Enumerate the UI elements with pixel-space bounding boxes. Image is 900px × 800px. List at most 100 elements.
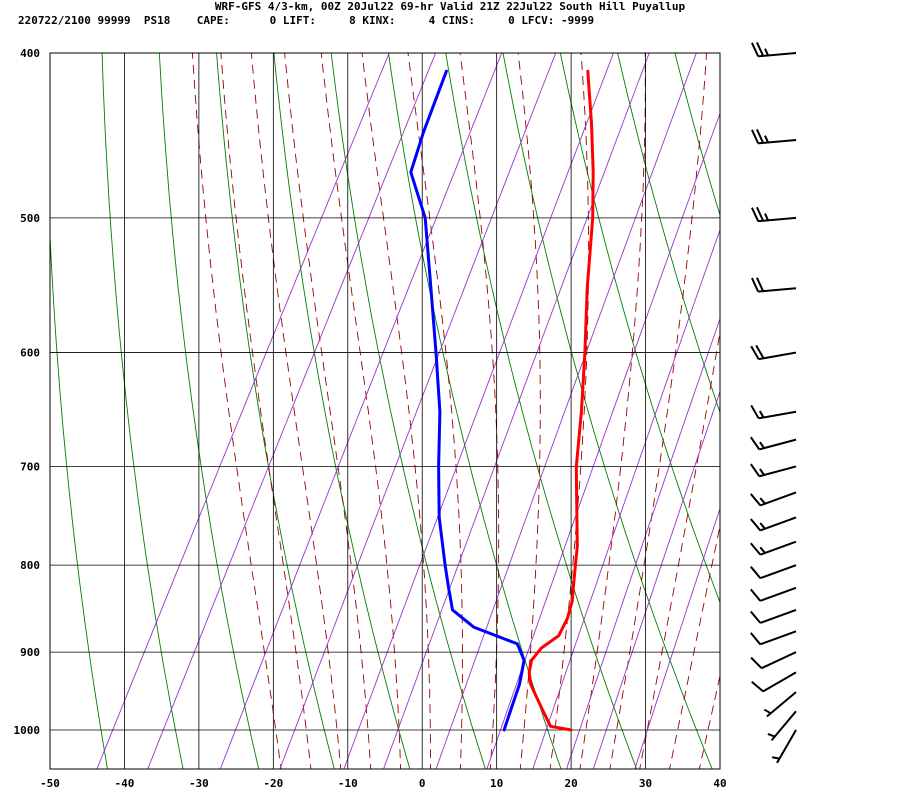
- x-tick-label: 0: [419, 777, 426, 790]
- barb-flag: [750, 588, 762, 602]
- x-tick-label: -40: [115, 777, 135, 790]
- wind-barb: [750, 608, 797, 624]
- wind-barb: [750, 491, 797, 507]
- wind-barb: [751, 128, 797, 145]
- barb-staff: [759, 438, 797, 451]
- dry-adiabat: [878, 0, 900, 773]
- barb-staff: [759, 630, 797, 646]
- moist-adiabat: [459, 53, 500, 769]
- barb-half-flag: [759, 497, 766, 505]
- barb-flag: [751, 129, 760, 144]
- mixing-ratio-line: [96, 53, 390, 769]
- mixing-ratio-line: [566, 317, 720, 769]
- temperature-profile: [527, 69, 595, 732]
- wind-barb: [767, 710, 797, 742]
- moist-adiabat: [639, 329, 720, 769]
- y-tick-label: 600: [20, 347, 40, 360]
- barb-half-flag: [763, 708, 772, 715]
- x-tick-label: -30: [189, 777, 209, 790]
- mixing-ratio-line: [279, 53, 557, 769]
- mixing-ratio-line: [383, 53, 650, 769]
- y-tick-label: 700: [20, 460, 40, 473]
- moist-adiabat: [549, 53, 590, 769]
- barb-flag: [750, 463, 761, 477]
- wind-barb: [750, 651, 797, 670]
- mixing-ratio-line: [634, 507, 720, 769]
- barb-staff: [759, 516, 797, 532]
- dry-adiabat: [823, 0, 900, 773]
- barb-flag: [750, 404, 760, 419]
- barb-flag: [750, 493, 762, 507]
- barb-flag: [751, 207, 760, 222]
- y-tick-label: 400: [20, 47, 40, 60]
- barb-flag: [750, 566, 762, 579]
- barb-half-flag: [764, 135, 770, 143]
- barb-half-flag: [759, 546, 766, 554]
- mixing-ratio-line: [219, 53, 503, 769]
- dry-adiabat: [445, 53, 638, 769]
- y-tick-label: 500: [20, 212, 40, 225]
- moist-adiabat: [284, 53, 372, 769]
- barb-flag: [755, 344, 765, 359]
- dry-adiabat: [158, 53, 260, 769]
- barb-flag: [750, 345, 760, 360]
- wind-barb: [751, 671, 797, 693]
- barb-staff: [759, 564, 797, 580]
- x-tick-label: 20: [564, 777, 577, 790]
- dry-adiabat: [559, 53, 720, 604]
- wind-barb: [772, 729, 797, 764]
- barb-staff: [759, 608, 797, 624]
- barb-flag: [751, 42, 760, 57]
- barb-flag: [750, 436, 761, 451]
- barb-flag: [756, 277, 765, 292]
- wind-barb: [750, 436, 797, 451]
- profiles: [409, 69, 595, 732]
- barb-flag: [750, 632, 762, 645]
- barb-staff: [762, 671, 797, 693]
- barb-half-flag: [759, 522, 766, 530]
- mixing-ratio-line: [147, 53, 437, 769]
- barb-staff: [758, 139, 797, 145]
- wind-barb: [750, 344, 797, 361]
- wind-barbs: [750, 41, 797, 764]
- x-tick-label: 10: [490, 777, 503, 790]
- y-tick-label: 900: [20, 646, 40, 659]
- barb-flag: [756, 128, 765, 144]
- x-tick-label: -50: [40, 777, 60, 790]
- dry-adiabat: [216, 53, 335, 769]
- x-tick-label: 40: [713, 777, 726, 790]
- mixing-ratio-line: [343, 53, 614, 769]
- x-tick-label: -20: [263, 777, 283, 790]
- dewpoint-profile: [409, 69, 526, 732]
- wind-barb: [750, 630, 797, 646]
- wind-barb: [750, 404, 797, 420]
- moist-adiabat: [517, 53, 541, 769]
- barb-staff: [759, 491, 797, 507]
- mixing-ratio-line: [486, 112, 720, 769]
- wind-barb: [750, 516, 797, 532]
- barb-flag: [756, 206, 765, 222]
- barb-half-flag: [767, 733, 776, 738]
- barb-staff: [759, 540, 797, 556]
- barb-staff: [761, 651, 797, 670]
- wind-barb: [750, 586, 797, 602]
- wind-barb: [750, 564, 797, 580]
- dry-adiabat: [388, 53, 562, 769]
- wind-barb: [751, 206, 797, 223]
- dry-adiabat: [330, 53, 486, 769]
- wind-barb: [750, 540, 797, 556]
- dry-adiabat: [50, 226, 108, 769]
- mixing-ratio-line: [435, 53, 697, 769]
- barb-staff: [758, 52, 797, 58]
- barb-staff: [758, 351, 797, 361]
- dry-adiabat: [617, 53, 720, 414]
- background-lines: [50, 0, 900, 773]
- wind-barb: [751, 277, 797, 293]
- dry-adiabat: [502, 53, 713, 769]
- barb-staff: [776, 729, 797, 764]
- barb-flag: [750, 518, 762, 532]
- barb-staff: [758, 410, 797, 420]
- wind-barb: [750, 463, 797, 478]
- dry-adiabat: [712, 0, 900, 773]
